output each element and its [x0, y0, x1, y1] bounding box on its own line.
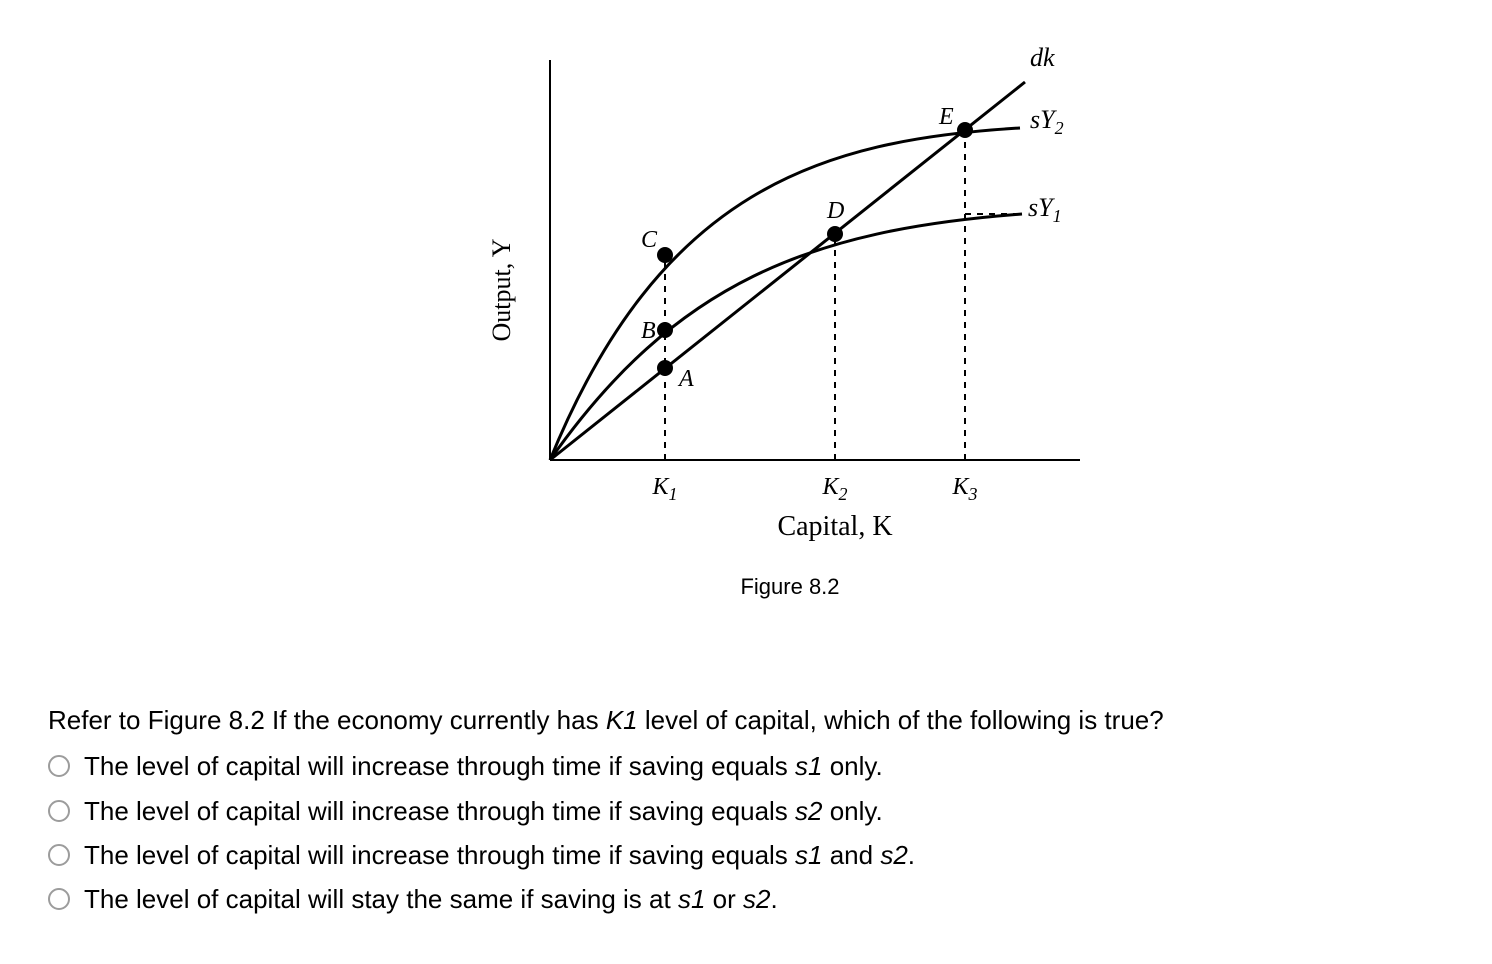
option-row-1[interactable]: The level of capital will increase throu…	[48, 746, 1428, 786]
option-text: The level of capital will increase throu…	[84, 791, 883, 831]
axes	[550, 60, 1080, 460]
option-text: The level of capital will increase throu…	[84, 835, 915, 875]
radio-icon[interactable]	[48, 844, 70, 866]
question-block: Refer to Figure 8.2 If the economy curre…	[48, 700, 1428, 923]
option-row-4[interactable]: The level of capital will stay the same …	[48, 879, 1428, 919]
point-label-B: B	[641, 318, 656, 344]
point-label-D: D	[826, 198, 844, 224]
dk-line	[550, 82, 1025, 460]
sY2-curve	[550, 128, 1020, 460]
y-axis-label: Output, Y	[487, 238, 516, 341]
radio-icon[interactable]	[48, 800, 70, 822]
option-text: The level of capital will stay the same …	[84, 879, 778, 919]
point-E	[957, 122, 973, 138]
question-prompt: Refer to Figure 8.2 If the economy curre…	[48, 700, 1428, 740]
figure-container: Output, Y dk sY2 sY1 AB C D E K1 K2 K3 Capita…	[440, 30, 1140, 610]
solow-diagram-svg: Output, Y dk sY2 sY1 AB C D E K1 K2 K3 Capita…	[440, 30, 1140, 570]
x-tick-labels: K1 K2 K3	[651, 474, 977, 504]
x-tick-K1: K1	[651, 474, 677, 504]
option-text: The level of capital will increase throu…	[84, 746, 883, 786]
x-axis-label: Capital, K	[777, 511, 892, 542]
point-D	[827, 226, 843, 242]
option-row-3[interactable]: The level of capital will increase throu…	[48, 835, 1428, 875]
point-label-E: E	[938, 104, 954, 130]
point-B	[657, 322, 673, 338]
point-A	[657, 360, 673, 376]
options-container: The level of capital will increase throu…	[48, 746, 1428, 919]
dk-label: dk	[1030, 43, 1055, 72]
sY1-label: sY1	[1028, 193, 1062, 226]
radio-icon[interactable]	[48, 888, 70, 910]
point-label-A: A	[677, 366, 694, 392]
figure-caption: Figure 8.2	[440, 574, 1140, 600]
x-tick-K2: K2	[821, 474, 847, 504]
x-tick-K3: K3	[951, 474, 977, 504]
radio-icon[interactable]	[48, 755, 70, 777]
point-label-C: C	[641, 227, 658, 253]
option-row-2[interactable]: The level of capital will increase throu…	[48, 791, 1428, 831]
sY1-curve	[550, 214, 1022, 460]
sY2-label: sY2	[1030, 105, 1064, 138]
point-C	[657, 247, 673, 263]
